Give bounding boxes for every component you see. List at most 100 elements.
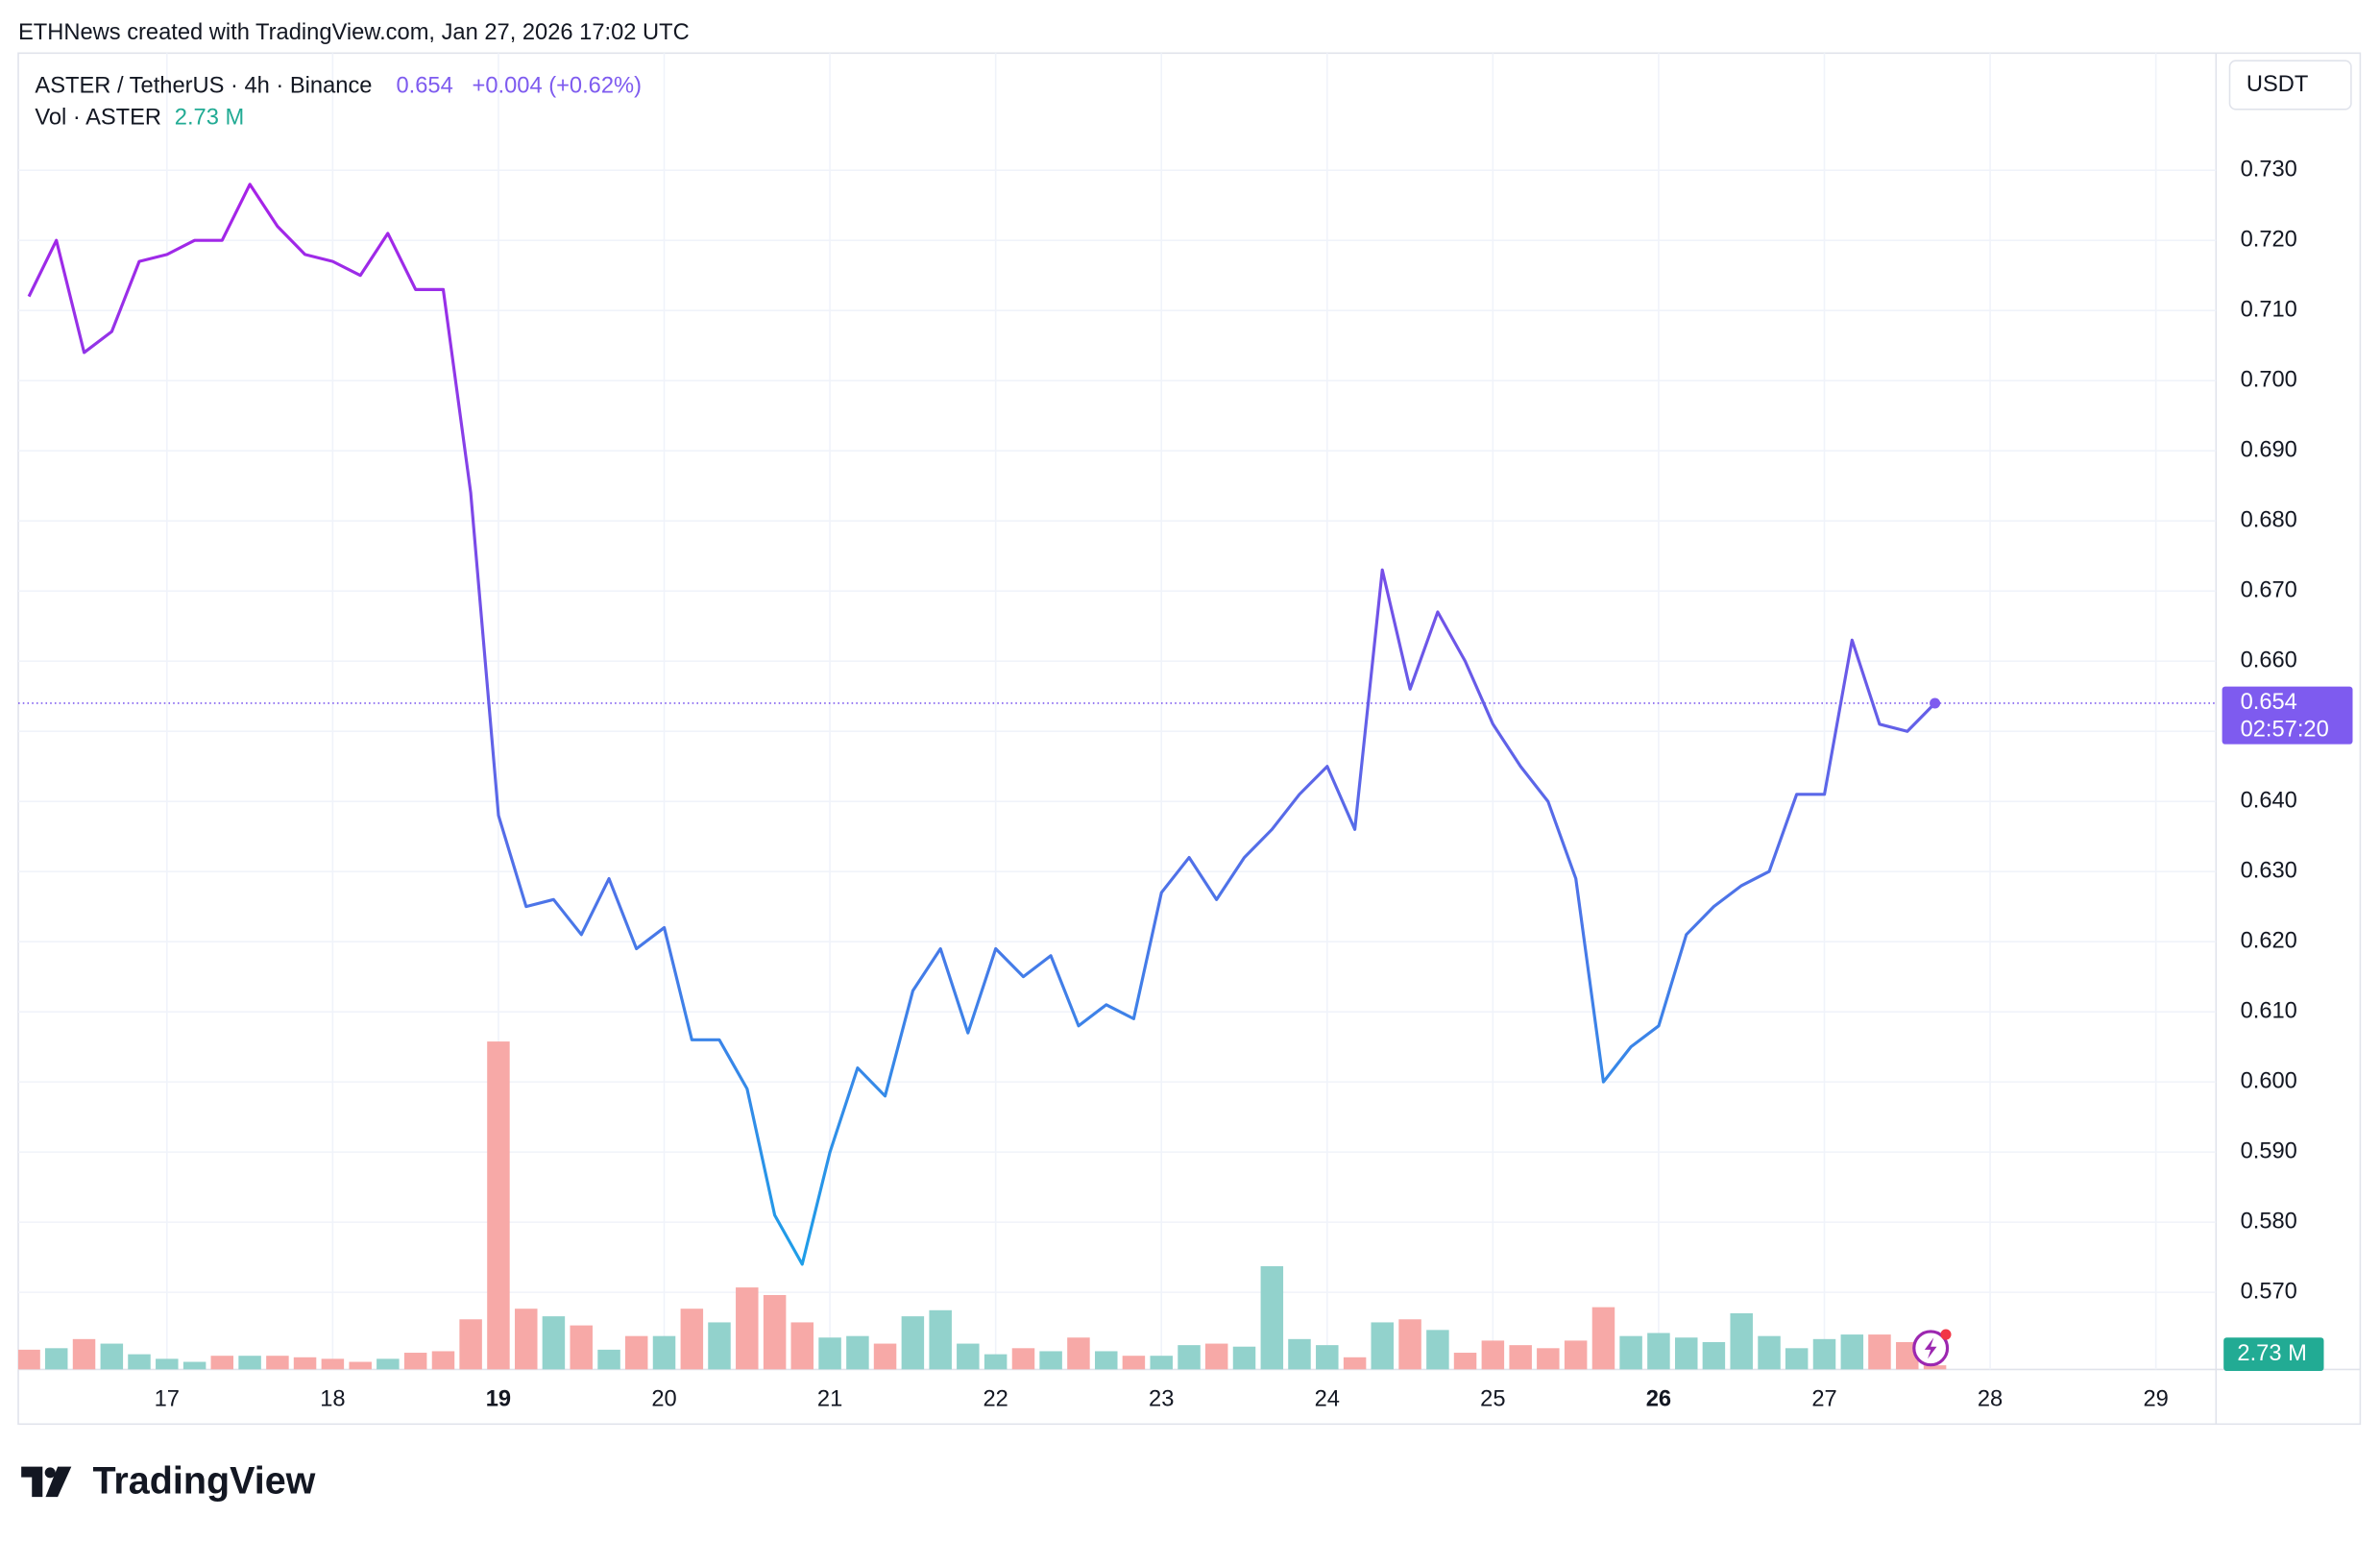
volume-bar <box>293 1357 317 1370</box>
y-tick-label: 0.720 <box>2241 227 2297 252</box>
volume-bar <box>984 1354 1008 1370</box>
y-tick-label: 0.570 <box>2241 1279 2297 1304</box>
y-tick-label: 0.630 <box>2241 858 2297 883</box>
volume-bar <box>1232 1346 1256 1370</box>
alert-icon[interactable] <box>1912 1329 1952 1367</box>
y-tick-label: 0.660 <box>2241 648 2297 673</box>
volume-bar <box>1758 1335 1781 1370</box>
volume-legend-value: 2.73 M <box>175 106 244 131</box>
x-tick-label: 26 <box>1646 1386 1671 1411</box>
volume-bar <box>266 1356 289 1370</box>
x-tick-label: 29 <box>2143 1386 2168 1411</box>
y-tick-label: 0.680 <box>2241 507 2297 532</box>
volume-bar <box>321 1358 345 1370</box>
y-tick-label: 0.700 <box>2241 367 2297 392</box>
y-tick-label: 0.590 <box>2241 1138 2297 1163</box>
x-tick-label: 19 <box>486 1386 511 1411</box>
y-tick-label: 0.600 <box>2241 1068 2297 1093</box>
currency-box <box>2228 60 2352 110</box>
volume-bar <box>929 1309 952 1370</box>
brand-logo <box>21 1466 72 1498</box>
volume-bar <box>1150 1356 1173 1370</box>
volume-bar <box>1343 1357 1367 1370</box>
volume-bar <box>597 1349 620 1370</box>
volume-bar <box>349 1361 372 1370</box>
volume-bar <box>1067 1337 1090 1370</box>
countdown: 02:57:20 <box>2241 718 2329 743</box>
volume-bar <box>818 1337 841 1370</box>
volume-bar <box>736 1287 759 1370</box>
x-tick-label: 23 <box>1149 1386 1174 1411</box>
x-tick-label: 25 <box>1480 1386 1505 1411</box>
legend-change: +0.004 (+0.62%) <box>473 73 642 98</box>
volume-bars <box>18 1041 1947 1370</box>
volume-bar <box>652 1335 676 1370</box>
price <box>18 183 2217 1266</box>
volume-bar <box>1039 1351 1062 1370</box>
volume-label: 2.73 M <box>2237 1341 2306 1366</box>
volume-bar <box>901 1316 925 1370</box>
volume-bar <box>44 1348 68 1370</box>
volume-bar <box>763 1294 787 1370</box>
legend-price: 0.654 <box>397 73 453 98</box>
y-tick-label: 0.620 <box>2241 928 2297 953</box>
volume-tag <box>2223 1337 2324 1372</box>
volume-bar <box>156 1358 179 1370</box>
y-tick-label: 0.730 <box>2241 157 2297 182</box>
volume-bar <box>1923 1365 1947 1370</box>
volume-bar <box>1316 1345 1339 1370</box>
volume-bar <box>1730 1312 1753 1370</box>
y-tick-label: 0.670 <box>2241 577 2297 602</box>
volume-bar <box>403 1353 427 1370</box>
volume-bar <box>624 1335 648 1370</box>
volume-bar <box>873 1343 897 1370</box>
volume-bar <box>1481 1340 1505 1370</box>
header-text: ETHNews created with TradingView.com, Ja… <box>18 20 690 45</box>
y-tick-label: 0.610 <box>2241 998 2297 1023</box>
volume-bar <box>1675 1337 1698 1370</box>
volume-bar <box>1619 1335 1642 1370</box>
volume-bar <box>459 1319 482 1370</box>
volume-bar <box>1095 1351 1118 1370</box>
volume-bar <box>1426 1330 1449 1370</box>
price-line <box>27 183 1936 1266</box>
volume-bar <box>846 1335 869 1370</box>
volume-bar <box>570 1325 593 1370</box>
x-tick-label: 20 <box>651 1386 676 1411</box>
volume-bar <box>1840 1334 1864 1370</box>
volume-bar <box>182 1361 206 1370</box>
volume-bar <box>1260 1265 1284 1370</box>
volume-bar <box>515 1309 538 1370</box>
volume-bar <box>431 1351 455 1370</box>
x-tick-label: 21 <box>817 1386 842 1411</box>
volume-bar <box>1453 1353 1477 1370</box>
volume-bar <box>238 1356 261 1370</box>
x-tick-label: 24 <box>1315 1386 1340 1411</box>
y-tick-label: 0.640 <box>2241 788 2297 813</box>
volume-bar <box>376 1358 400 1370</box>
grid <box>18 53 2217 1370</box>
volume-bar <box>1591 1307 1615 1370</box>
volume-bar <box>72 1338 96 1370</box>
volume-bar <box>128 1354 151 1370</box>
volume-bar <box>1509 1345 1532 1370</box>
volume-bar <box>487 1041 510 1370</box>
volume-bar <box>1812 1338 1836 1370</box>
volume-bar <box>1647 1333 1670 1370</box>
volume-bar <box>1564 1340 1588 1370</box>
brand: TradingView <box>92 1459 315 1502</box>
y-tick-label: 0.690 <box>2241 437 2297 462</box>
volume-bar <box>1288 1338 1311 1370</box>
volume-bar <box>210 1356 234 1370</box>
volume-bar <box>1702 1341 1726 1370</box>
labels: 0.570 0.580 0.590 0.600 0.610 0.620 0.630 0.640… <box>155 157 2353 1411</box>
volume-bar <box>100 1343 124 1370</box>
currency: USDT <box>2246 72 2308 97</box>
volume-bar <box>1122 1356 1146 1370</box>
volume-bar <box>1204 1343 1228 1370</box>
volume-bar <box>1537 1348 1560 1370</box>
volume-bar <box>790 1322 814 1370</box>
volume-bar <box>1868 1334 1891 1370</box>
x-tick-label: 17 <box>155 1386 180 1411</box>
